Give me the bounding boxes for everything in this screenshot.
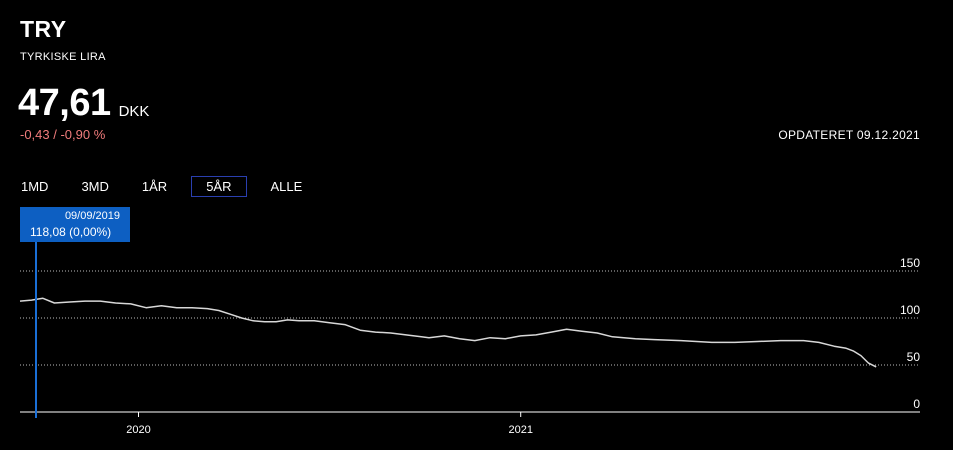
price-row: 47,61 DKK <box>18 83 149 123</box>
currency-name: TYRKISKE LIRA <box>20 51 106 63</box>
price-currency: DKK <box>118 103 150 120</box>
currency-code: TRY <box>20 16 67 42</box>
x-tick-label-2020: 2020 <box>126 424 150 436</box>
current-price: 47,61 <box>18 82 111 124</box>
y-tick-label-50: 50 <box>907 350 921 364</box>
series-line-0 <box>19 297 877 368</box>
range-selector: 1MD 3MD 1ÅR 5ÅR ALLE <box>12 176 326 197</box>
y-tick-label-0: 0 <box>913 397 920 411</box>
range-5aar-button[interactable]: 5ÅR <box>191 176 247 197</box>
tooltip-date: 09/09/2019 <box>64 210 120 222</box>
tooltip-value: 118,08 (0,00%) <box>30 225 112 239</box>
updated-timestamp: OPDATERET 09.12.2021 <box>778 128 920 142</box>
range-1aar-button[interactable]: 1ÅR <box>133 176 176 197</box>
range-3md-button[interactable]: 3MD <box>72 176 117 197</box>
chart-tooltip: 09/09/2019 118,08 (0,00%) <box>20 207 130 242</box>
price-change: -0,43 / -0,90 % <box>20 127 106 142</box>
y-tick-label-150: 150 <box>900 256 920 270</box>
x-tick-label-2021: 2021 <box>508 424 532 436</box>
y-tick-label-100: 100 <box>900 303 920 317</box>
range-1md-button[interactable]: 1MD <box>12 176 57 197</box>
range-alle-button[interactable]: ALLE <box>262 176 312 197</box>
